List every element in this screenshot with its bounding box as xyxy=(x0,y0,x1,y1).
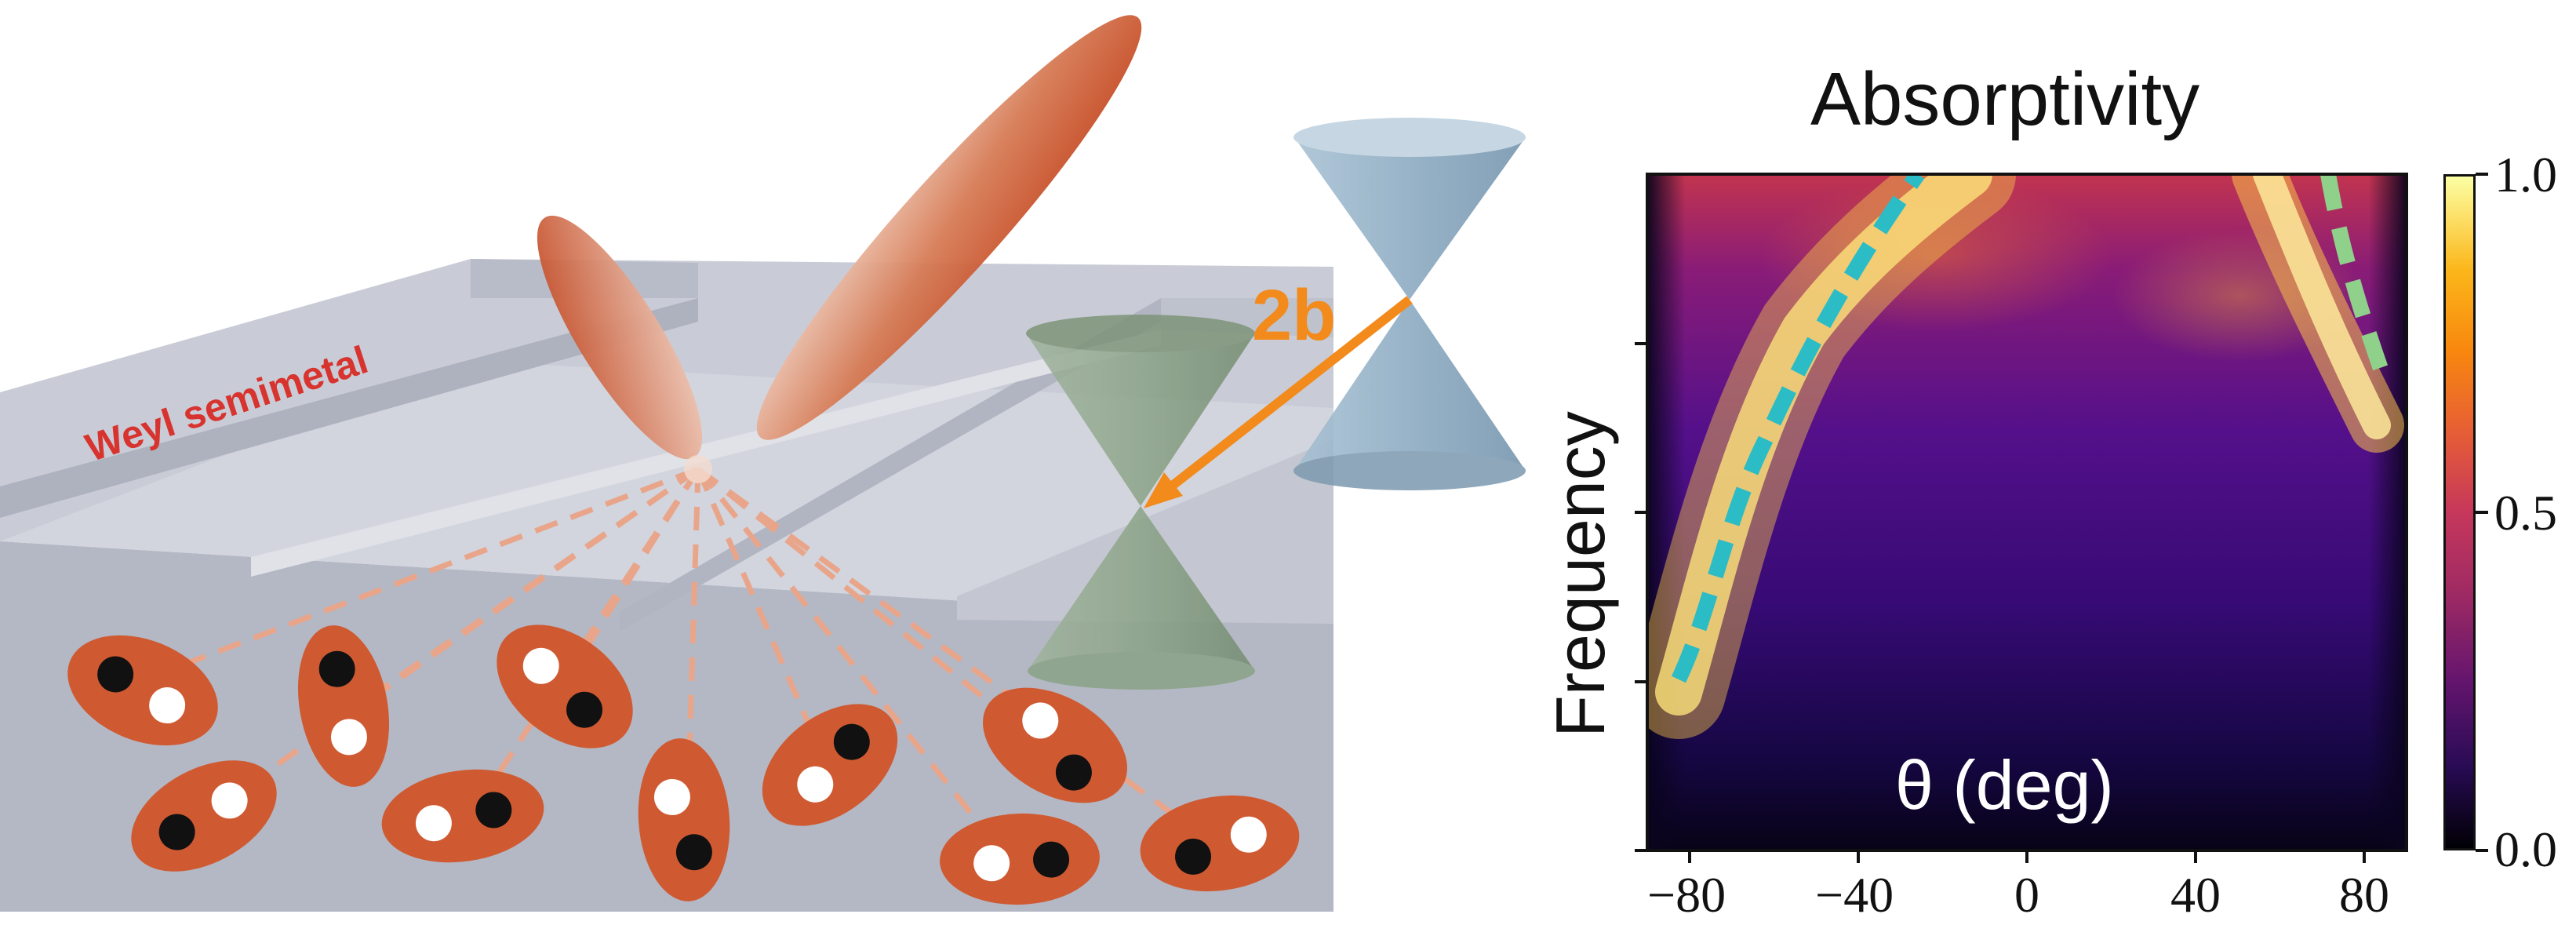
dipole xyxy=(497,625,633,748)
absorptivity-heatmap xyxy=(1647,174,2407,850)
x-tick-label: 80 xyxy=(2339,867,2389,923)
node-separation-label: 2b xyxy=(1252,275,1337,355)
plot-title: Absorptivity xyxy=(1810,57,2200,141)
dipole xyxy=(381,769,544,863)
x-axis-label: θ (deg) xyxy=(1895,746,2114,824)
dipole-connection-lines xyxy=(155,466,1210,858)
node-separation-arrow xyxy=(1144,296,1413,508)
colorbar xyxy=(2443,174,2476,850)
colorbar-tick-label: 0.0 xyxy=(2494,821,2557,877)
colorbar-tick-label: 0.5 xyxy=(2494,485,2557,541)
x-tick-label: −80 xyxy=(1647,867,1726,923)
semimetal-slab xyxy=(0,259,1333,912)
weyl-schematic xyxy=(0,15,1526,912)
dipole xyxy=(297,625,390,787)
colorbar-tick-label: 1.0 xyxy=(2494,147,2557,202)
emission-lobe-large xyxy=(756,15,1142,440)
x-tick-label: 0 xyxy=(2014,867,2039,923)
dipole xyxy=(940,813,1100,905)
y-axis-label: Frequency xyxy=(1541,411,1619,737)
weyl-cone-lower xyxy=(1026,315,1255,690)
dipole-ellipses xyxy=(67,625,1300,905)
x-tick-label: −40 xyxy=(1815,867,1894,923)
emission-lobe-small xyxy=(537,215,703,460)
dashed-curve-right xyxy=(2320,174,2392,383)
dipole xyxy=(762,704,898,826)
dipole xyxy=(1140,795,1300,892)
emission-lobes xyxy=(537,15,1142,483)
dipole xyxy=(67,635,218,746)
dipole xyxy=(638,738,730,901)
dashed-curve-left xyxy=(1671,174,1925,683)
x-tick-label: 40 xyxy=(2170,867,2221,923)
dipole xyxy=(983,687,1127,803)
weyl-cone-upper xyxy=(1293,118,1526,490)
dipole xyxy=(131,760,277,872)
